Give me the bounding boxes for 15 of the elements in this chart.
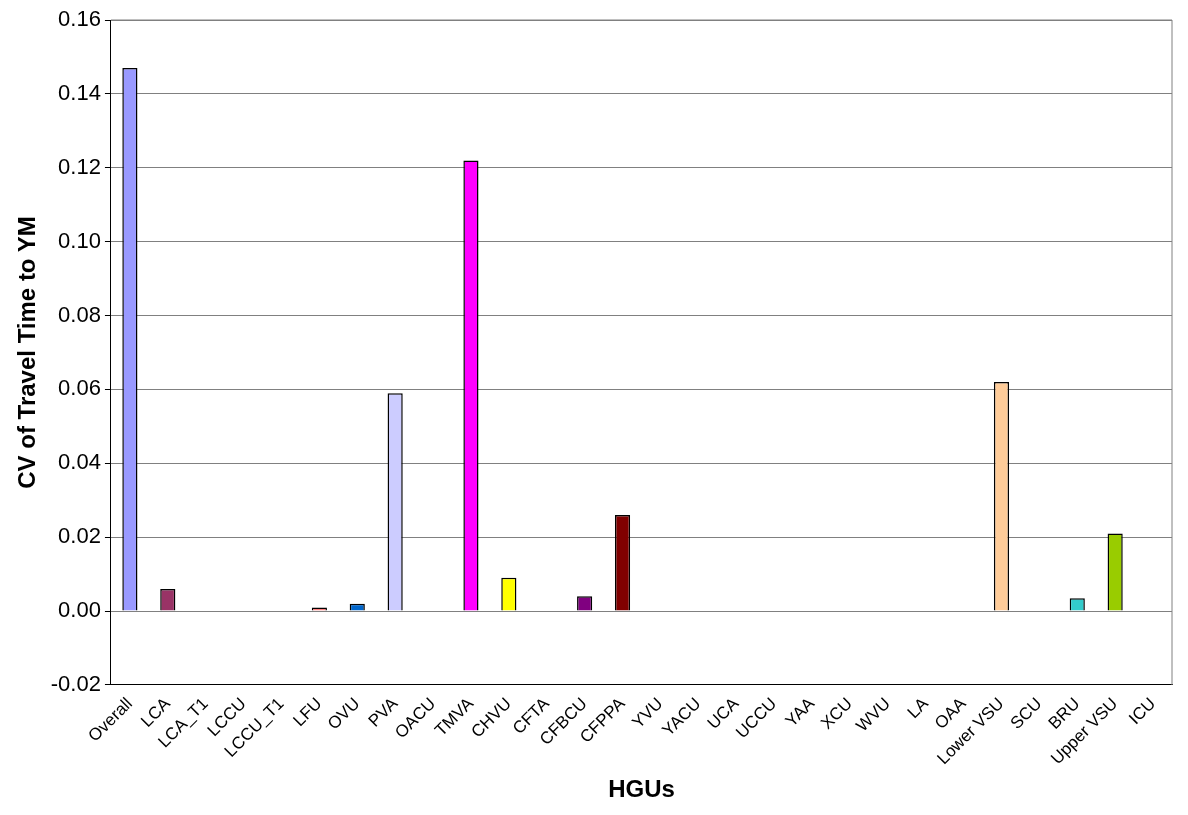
- y-tick-label: 0.02: [58, 523, 101, 549]
- y-tick-label: 0.12: [58, 153, 101, 179]
- y-tick-label: 0.14: [58, 79, 101, 105]
- y-axis-title: CV of Travel Time to YM: [13, 216, 41, 489]
- y-tick-label: -0.02: [50, 671, 101, 697]
- x-tick-label: ICU: [1125, 693, 1160, 729]
- x-axis-title: HGUs: [608, 775, 675, 803]
- x-tick-label: LA: [903, 693, 933, 723]
- y-tick-label: 0.08: [58, 301, 101, 327]
- y-tick-label: 0.10: [58, 227, 101, 253]
- y-tick-label: 0.00: [58, 597, 101, 623]
- y-tick-label: 0.16: [58, 6, 101, 32]
- x-tick-label: YAA: [781, 693, 819, 731]
- y-tick-label: 0.06: [58, 375, 101, 401]
- y-tick-label: 0.04: [58, 449, 101, 475]
